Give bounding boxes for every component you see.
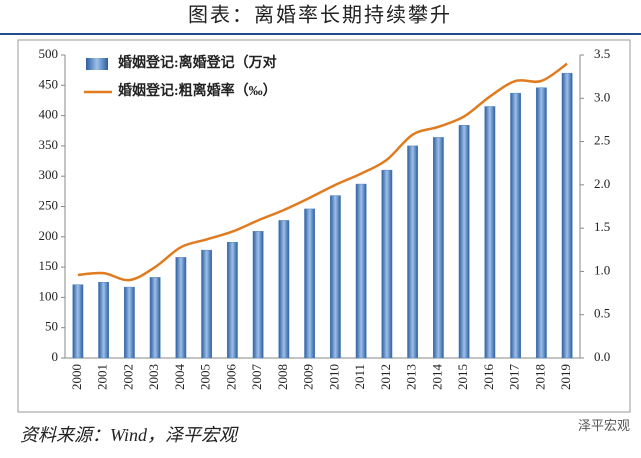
y2-tick-label: 1.0 [594,262,610,277]
source: 资料来源：Wind，泽平宏观 [20,425,239,445]
bar [72,284,84,359]
x-tick-label: 2001 [95,364,110,390]
title: 图表：离婚率长期持续攀升 [188,4,452,27]
bar [329,195,341,359]
bar [561,72,573,359]
x-tick-label: 2003 [146,364,161,390]
x-tick-label: 2012 [378,364,393,390]
x-tick-label: 2005 [198,364,213,390]
y-tick-label: 500 [39,46,59,61]
bar [252,231,264,359]
bar [432,137,444,359]
y-tick-label: 50 [45,319,58,334]
x-tick-label: 2007 [249,364,264,391]
y-tick-label: 300 [39,167,59,182]
watermark: 泽平宏观 [578,418,630,433]
y2-tick-label: 3.5 [594,46,610,61]
bar [381,169,393,359]
y2-tick-label: 2.5 [594,133,610,148]
line [77,62,568,282]
bar [175,257,187,359]
y2-tick-label: 3.0 [594,89,610,104]
x-tick-label: 2000 [69,364,84,390]
x-tick-label: 2017 [507,364,522,391]
bar [98,282,110,359]
y2-tick-label: 0.5 [594,306,610,321]
x-tick-label: 2014 [429,364,444,391]
bar [201,249,213,359]
y-tick-label: 350 [39,137,59,152]
bar [407,145,419,359]
bar [458,125,470,359]
x-tick-label: 2010 [326,364,341,390]
bar [149,277,161,359]
bar [304,208,316,359]
x-tick-label: 2008 [275,364,290,390]
y-tick-label: 150 [39,258,59,273]
y2-tick-label: 1.5 [594,219,610,234]
y-tick-label: 250 [39,197,59,212]
x-tick-label: 2006 [223,364,238,391]
y-tick-label: 200 [39,228,59,243]
x-tick-label: 2018 [532,364,547,390]
legend-label: 婚姻登记:粗离婚率（‰） [118,82,277,99]
x-tick-label: 2019 [558,364,573,390]
x-tick-label: 2013 [404,364,419,390]
bar [278,220,290,359]
plot: 0 50 100 150 200 250 300 350 400 450 500 0.0 0.5 1.0 1… [39,46,611,390]
x-tick-label: 2016 [481,364,496,391]
legend-swatch [86,58,108,70]
bar [535,87,547,359]
bar [484,106,496,359]
y-tick-label: 100 [39,288,59,303]
x-tick-label: 2009 [301,364,316,390]
bar [355,183,367,359]
bar [226,242,238,359]
x-tick-label: 2011 [352,364,367,390]
y-tick-label: 400 [39,107,59,122]
x-tick-label: 2004 [172,364,187,391]
bar [123,286,135,359]
y2-tick-label: 0.0 [594,349,610,364]
bar [510,92,522,359]
chart-frame [17,39,631,413]
x-tick-label: 2015 [455,364,470,390]
legend-label: 婚姻登记:离婚登记（万对 [118,54,277,71]
x-tick-label: 2002 [120,364,135,390]
y-tick-label: 0 [52,349,59,364]
y-tick-label: 450 [39,76,59,91]
y2-tick-label: 2.0 [594,176,610,191]
